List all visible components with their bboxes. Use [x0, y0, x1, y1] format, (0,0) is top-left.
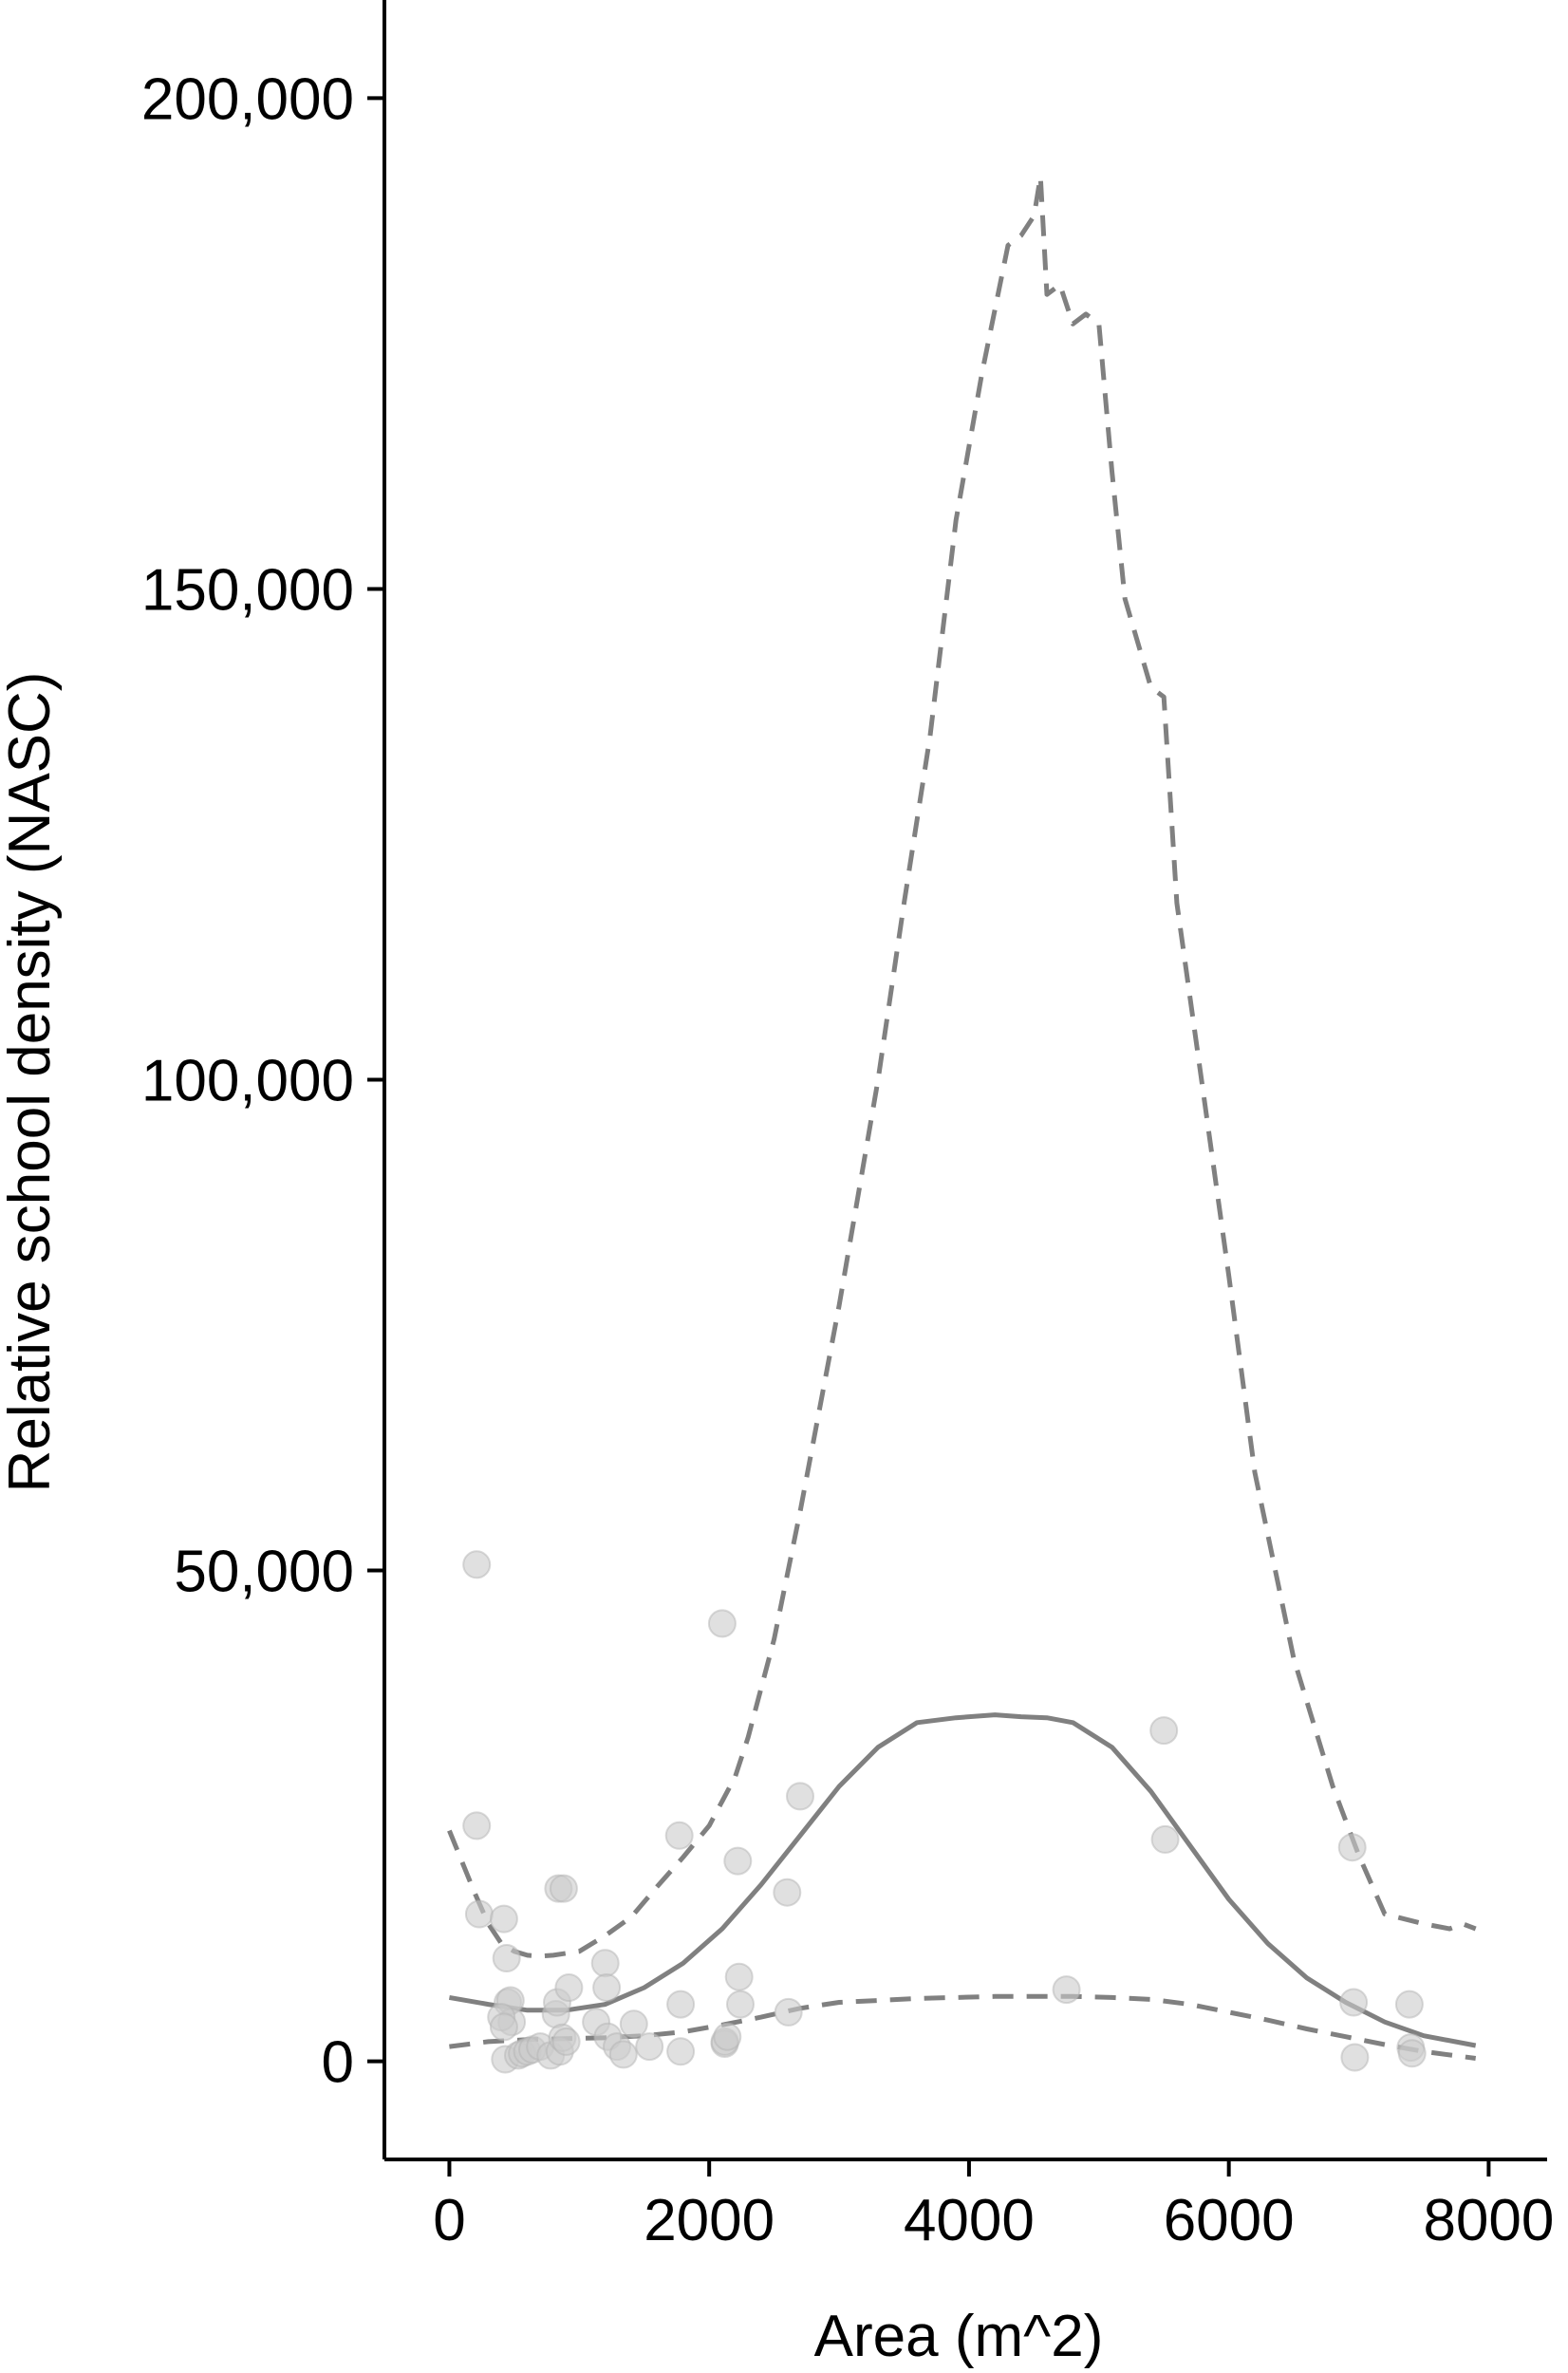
data-point — [723, 1846, 753, 1876]
data-point — [786, 1782, 814, 1811]
data-point — [1394, 1990, 1424, 2019]
data-point — [489, 1904, 518, 1934]
data-point — [774, 1997, 803, 2027]
data-point — [462, 1811, 492, 1840]
data-point — [666, 2037, 696, 2066]
data-point — [462, 1550, 492, 1579]
data-point — [1340, 2043, 1370, 2072]
y-tick-label: 0 — [322, 2030, 354, 2096]
data-point — [666, 1990, 696, 2019]
chart-series-layer — [447, 174, 1477, 2061]
confidence-bound-line-1 — [447, 174, 1477, 1959]
data-point — [1052, 1975, 1081, 2005]
data-point — [551, 2027, 581, 2056]
x-tick-label: 8000 — [1423, 2188, 1554, 2253]
x-tick-label: 0 — [433, 2188, 465, 2253]
y-tick-label: 150,000 — [141, 557, 354, 623]
x-tick-label: 2000 — [644, 2188, 775, 2253]
data-point — [726, 1990, 755, 2019]
data-point — [619, 2009, 648, 2039]
data-point — [1339, 1988, 1369, 2017]
data-point — [773, 1878, 802, 1907]
data-point — [724, 1962, 754, 1991]
data-point — [554, 1973, 584, 2002]
chart-points-layer — [462, 1550, 1427, 2074]
data-point — [492, 1944, 521, 1972]
data-point — [590, 1949, 620, 1978]
data-point — [635, 2032, 664, 2062]
x-axis-label: Area (m^2) — [814, 2304, 1104, 2369]
y-axis-label: Relative school density (NASC) — [0, 672, 63, 1493]
data-point — [592, 1973, 622, 2002]
chart-axes — [383, 0, 1547, 2161]
fitted-curve-line — [448, 1712, 1477, 2048]
data-point — [464, 1899, 494, 1929]
data-point — [713, 2022, 742, 2051]
data-point — [1149, 1716, 1179, 1746]
data-point — [489, 2012, 518, 2042]
x-tick-label: 6000 — [1164, 2188, 1295, 2253]
data-point — [1397, 2039, 1427, 2068]
data-point — [707, 1609, 737, 1638]
data-point — [1337, 1833, 1367, 1862]
y-tick-label: 200,000 — [141, 66, 354, 132]
y-tick-label: 100,000 — [141, 1049, 354, 1114]
chart-ticks: 0 2000 4000 6000 8000 0 50,000 100,000 150,000 20… — [141, 66, 1555, 2253]
y-tick-label: 50,000 — [174, 1540, 354, 1605]
x-tick-label: 4000 — [904, 2188, 1035, 2253]
data-point — [549, 1874, 578, 1903]
data-point — [664, 1821, 694, 1850]
data-point — [608, 2040, 638, 2069]
data-point — [1150, 1824, 1180, 1854]
